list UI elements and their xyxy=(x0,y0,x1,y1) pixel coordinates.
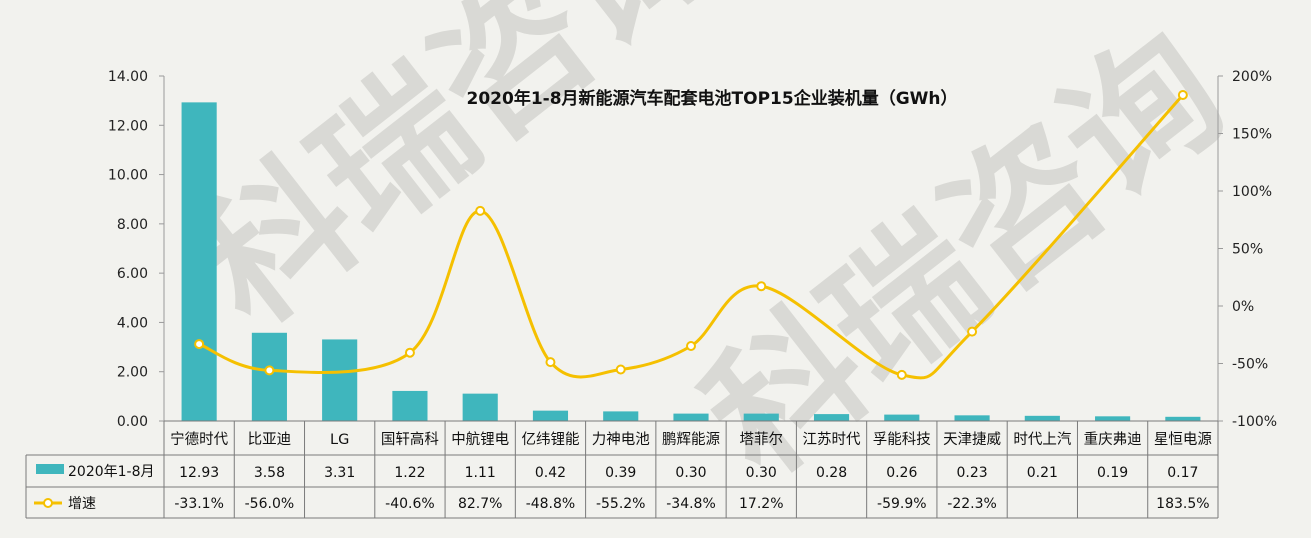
bar-天津捷威 xyxy=(954,415,990,421)
left-axis-tick-label: 6.00 xyxy=(117,266,148,282)
growth-value-label: 17.2% xyxy=(739,496,783,512)
legend-line-marker xyxy=(43,498,53,508)
bar-value-label: 0.19 xyxy=(1097,465,1128,481)
bar-value-label: 3.31 xyxy=(324,465,355,481)
bar-value-label: 1.11 xyxy=(465,465,496,481)
left-axis-tick-label: 12.00 xyxy=(108,118,148,134)
legend-bar-label: 2020年1-8月 xyxy=(68,464,155,480)
category-label: 孚能科技 xyxy=(873,431,931,448)
growth-value-label: -59.9% xyxy=(877,496,927,512)
bar-value-label: 0.28 xyxy=(816,465,847,481)
growth-value-label: -34.8% xyxy=(666,496,716,512)
bar-value-label: 3.58 xyxy=(254,465,285,481)
bar-宁德时代 xyxy=(181,102,217,421)
bar-星恒电源 xyxy=(1165,416,1201,421)
bar-鹏辉能源 xyxy=(673,413,709,421)
right-axis-tick-label: 150% xyxy=(1232,127,1272,143)
bar-value-label: 0.17 xyxy=(1167,465,1198,481)
bar-value-label: 0.30 xyxy=(675,465,706,481)
bar-塔菲尔 xyxy=(743,413,779,421)
bar-value-label: 0.26 xyxy=(886,465,917,481)
legend-bar-swatch xyxy=(36,464,64,474)
data-table: 宁德时代 比亚迪 LG 国轩高科 中航锂电 亿纬锂能 力神电池 鹏辉能源 塔菲尔 江苏时代 孚能科技… xyxy=(25,420,1219,519)
left-axis-tick-label: 4.00 xyxy=(117,315,148,331)
bar-国轩高科 xyxy=(392,390,428,421)
growth-point-宁德时代 xyxy=(194,339,205,350)
category-label: LG xyxy=(330,432,349,448)
left-axis-tick-label: 0.00 xyxy=(117,414,148,430)
axes: 0.00 2.00 4.00 6.00 8.00 10.00 12.00 14.00 -100%… xyxy=(108,69,1277,430)
category-label: 鹏辉能源 xyxy=(662,431,720,448)
growth-point-比亚迪 xyxy=(264,365,275,376)
right-axis-tick-label: 200% xyxy=(1232,69,1272,85)
left-axis-tick-label: 14.00 xyxy=(108,69,148,85)
category-label: 重庆弗迪 xyxy=(1084,431,1142,448)
growth-point-中航锂电 xyxy=(475,205,486,216)
growth-point-国轩高科 xyxy=(404,347,415,358)
growth-value-label: -48.8% xyxy=(526,496,576,512)
category-label: 比亚迪 xyxy=(248,431,292,448)
left-axis-tick-label: 2.00 xyxy=(117,365,148,381)
growth-value-label: -56.0% xyxy=(245,496,295,512)
bar-value-label: 0.30 xyxy=(746,465,777,481)
bar-value-label: 0.39 xyxy=(605,465,636,481)
growth-point-力神电池 xyxy=(615,364,626,375)
growth-point-星恒电源 xyxy=(1177,89,1188,100)
watermark-text: 科瑞咨询 xyxy=(165,0,745,358)
category-label: 国轩高科 xyxy=(381,431,439,448)
growth-point-孚能科技 xyxy=(896,369,907,380)
category-label: 江苏时代 xyxy=(803,431,861,448)
bar-比亚迪 xyxy=(251,332,287,421)
bar-孚能科技 xyxy=(884,414,920,421)
growth-value-label: -40.6% xyxy=(385,496,435,512)
category-label: 中航锂电 xyxy=(451,431,509,448)
bar-value-label: 0.21 xyxy=(1027,465,1058,481)
bar-value-label: 0.42 xyxy=(535,465,566,481)
right-axis-tick-label: 100% xyxy=(1232,184,1272,200)
category-label: 塔菲尔 xyxy=(740,431,784,448)
category-label: 宁德时代 xyxy=(170,431,228,448)
bar-重庆弗迪 xyxy=(1095,416,1131,421)
line-series xyxy=(194,89,1188,380)
bar-时代上汽 xyxy=(1024,415,1060,421)
bar-LG xyxy=(322,339,358,421)
bar-中航锂电 xyxy=(462,393,498,421)
legend-line-label: 增速 xyxy=(68,496,96,512)
growth-value-label: -22.3% xyxy=(947,496,997,512)
bar-江苏时代 xyxy=(813,414,850,421)
growth-point-塔菲尔 xyxy=(756,281,767,292)
growth-value-label: 82.7% xyxy=(458,496,502,512)
bar-亿纬锂能 xyxy=(532,410,569,421)
growth-point-鹏辉能源 xyxy=(686,341,696,352)
category-label: 时代上汽 xyxy=(1013,431,1071,448)
growth-point-亿纬锂能 xyxy=(545,357,556,368)
bar-series xyxy=(181,102,1201,421)
right-axis-tick-label: 0% xyxy=(1232,299,1254,315)
right-axis-tick-label: -50% xyxy=(1232,357,1268,373)
growth-point-天津捷威 xyxy=(967,326,978,337)
left-axis-tick-label: 8.00 xyxy=(117,217,148,233)
category-label: 天津捷威 xyxy=(943,431,1001,448)
right-axis-tick-label: 50% xyxy=(1232,242,1263,258)
category-label: 星恒电源 xyxy=(1154,431,1212,448)
bar-value-label: 0.23 xyxy=(956,465,987,481)
category-label: 亿纬锂能 xyxy=(521,431,579,448)
growth-value-label: -33.1% xyxy=(174,496,224,512)
growth-value-label: 183.5% xyxy=(1156,496,1209,512)
growth-value-label: -55.2% xyxy=(596,496,646,512)
right-axis-tick-label: -100% xyxy=(1232,414,1277,430)
left-axis-tick-label: 10.00 xyxy=(108,168,148,184)
bar-力神电池 xyxy=(603,411,639,421)
bar-value-label: 12.93 xyxy=(179,465,219,481)
bar-value-label: 1.22 xyxy=(394,465,425,481)
chart-title: 2020年1-8月新能源汽车配套电池TOP15企业装机量（GWh） xyxy=(467,88,958,109)
category-label: 力神电池 xyxy=(592,431,650,448)
